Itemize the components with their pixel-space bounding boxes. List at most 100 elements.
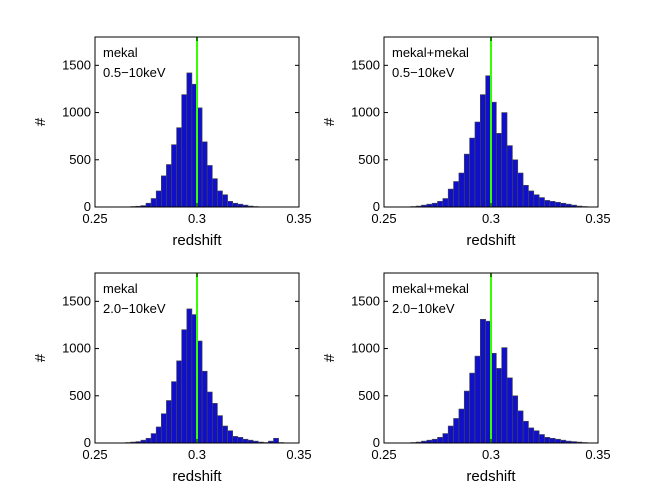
y-tick-label: 500 — [358, 152, 380, 167]
histogram-bar — [549, 201, 556, 208]
histogram-bar — [506, 377, 513, 444]
histogram-bar — [496, 368, 503, 444]
x-tick-label: 0.25 — [371, 447, 396, 462]
histogram-bar — [538, 434, 545, 444]
histogram-bar — [161, 175, 167, 208]
histogram-bar — [528, 190, 535, 208]
histogram-bar — [201, 370, 208, 444]
y-tick-label: 1500 — [62, 293, 91, 308]
x-axis-label: redshift — [466, 468, 516, 485]
histogram-bar — [538, 197, 545, 208]
histogram-bar — [155, 426, 162, 444]
histogram-bar — [431, 202, 438, 208]
histogram-bar — [458, 408, 465, 444]
y-axis-label: # — [32, 117, 49, 126]
histogram-bar — [501, 112, 508, 208]
histogram-bar — [166, 164, 172, 208]
histogram-bar — [206, 165, 213, 208]
histogram-bar — [232, 202, 239, 208]
histogram-bar — [181, 329, 188, 444]
histogram-bar — [273, 437, 279, 444]
histogram-bar — [544, 437, 551, 444]
model-label: mekal+mekal — [392, 45, 469, 60]
histogram-bar — [544, 200, 551, 208]
y-tick-label: 500 — [69, 152, 91, 167]
x-tick-label: 0.3 — [482, 447, 500, 462]
histogram-bar — [171, 144, 177, 208]
y-tick-label: 1000 — [62, 105, 91, 120]
y-axis-label: # — [321, 353, 338, 362]
model-label: mekal+mekal — [392, 281, 469, 296]
histogram-panel-3: 0.25 0.3 0.35 0 500 1000 1500 redshift # mekal 2.0… — [32, 272, 312, 485]
histogram-bar — [474, 355, 481, 444]
histogram-bar — [431, 438, 438, 444]
histogram-bar — [517, 172, 524, 208]
histogram-bar — [479, 318, 486, 444]
y-tick-label: 1500 — [351, 293, 380, 308]
histogram-panel-1: 0.25 0.3 0.35 0 500 1000 1500 redshift # mekal 0.5… — [32, 36, 312, 249]
histogram-bar — [186, 72, 193, 208]
histogram-bar — [232, 436, 239, 444]
histogram-bar — [512, 159, 519, 208]
histogram-bar — [212, 403, 218, 444]
x-tick-label: 0.35 — [286, 211, 311, 226]
histogram-bar — [506, 145, 513, 208]
histogram-bar — [181, 94, 188, 208]
histogram-panel-4: 0.25 0.3 0.35 0 500 1000 1500 redshift # mekal+me… — [321, 272, 611, 485]
energy-band-label: 0.5−10keV — [392, 65, 455, 80]
histogram-bar — [145, 437, 152, 444]
histogram-bar — [469, 137, 476, 208]
y-tick-label: 0 — [373, 199, 380, 214]
histogram-bar — [206, 391, 213, 444]
x-axis-label: redshift — [466, 232, 516, 249]
x-tick-label: 0.3 — [188, 211, 206, 226]
histogram-bar — [447, 425, 454, 444]
histogram-bar — [528, 427, 535, 444]
histogram-bar — [554, 438, 561, 444]
y-tick-label: 1500 — [62, 57, 91, 72]
histogram-bar — [222, 425, 228, 444]
histogram-bar — [496, 133, 503, 208]
y-tick-label: 0 — [84, 199, 91, 214]
histogram-bar — [242, 438, 249, 444]
histogram-bar — [474, 121, 481, 208]
y-tick-label: 1000 — [62, 341, 91, 356]
x-tick-label: 0.35 — [585, 447, 610, 462]
histogram-bar — [237, 437, 244, 444]
x-tick-label: 0.25 — [371, 211, 396, 226]
histogram-bar — [176, 127, 183, 208]
histogram-bar — [437, 201, 444, 208]
histogram-bar — [463, 390, 470, 444]
histogram-bar — [442, 433, 449, 444]
y-tick-label: 500 — [69, 388, 91, 403]
x-tick-label: 0.35 — [585, 211, 610, 226]
histogram-bar — [217, 415, 223, 444]
histogram-bar — [227, 201, 234, 208]
histogram-bar — [166, 400, 172, 444]
histogram-bar — [533, 194, 540, 208]
histogram-bar — [560, 202, 567, 208]
histogram-bar — [227, 430, 234, 444]
x-axis-label: redshift — [172, 232, 222, 249]
x-tick-label: 0.35 — [286, 447, 311, 462]
histogram-panel-2: 0.25 0.3 0.35 0 500 1000 1500 redshift # mekal+me… — [321, 36, 611, 249]
histogram-bar — [549, 437, 556, 444]
x-axis-label: redshift — [172, 468, 222, 485]
energy-band-label: 2.0−10keV — [103, 301, 166, 316]
histogram-bar — [186, 308, 193, 444]
histogram-bar — [522, 184, 529, 208]
y-tick-label: 0 — [84, 435, 91, 450]
histogram-bar — [458, 172, 465, 208]
histogram-bar — [469, 372, 476, 444]
histogram-bar — [171, 381, 177, 444]
histogram-bar — [517, 410, 524, 444]
y-axis-label: # — [32, 353, 49, 362]
histogram-bar — [161, 413, 167, 444]
y-tick-label: 1500 — [351, 57, 380, 72]
histogram-bar — [201, 141, 208, 208]
histogram-bar — [176, 360, 183, 444]
x-tick-label: 0.3 — [482, 211, 500, 226]
histogram-bar — [437, 437, 444, 444]
x-tick-label: 0.25 — [82, 211, 107, 226]
